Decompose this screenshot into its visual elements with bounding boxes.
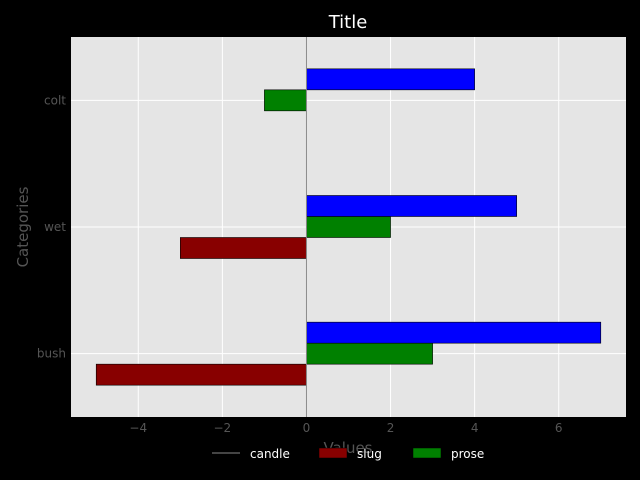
- bar-prose-bush: [306, 342, 433, 365]
- bar-prose-wet: [306, 216, 391, 238]
- y-tick-label: wet: [44, 220, 66, 234]
- y-tick-label: bush: [37, 347, 66, 361]
- bars: [95, 68, 602, 386]
- bar-series3-wet: [306, 195, 517, 217]
- legend-label-candle: candle: [250, 447, 290, 461]
- x-tick-label: 0: [303, 421, 311, 435]
- bar-series3-colt: [306, 68, 475, 91]
- x-tick-label: 2: [387, 421, 395, 435]
- legend: candle slug prose: [212, 447, 484, 461]
- bar-slug-bush: [95, 363, 307, 386]
- x-tick-label: 6: [555, 421, 563, 435]
- legend-label-prose: prose: [451, 447, 484, 461]
- x-tick-label: −4: [129, 421, 147, 435]
- x-tick-label: 4: [471, 421, 479, 435]
- chart-title: Title: [328, 12, 368, 33]
- legend-label-slug: slug: [357, 447, 382, 461]
- x-tick-labels: −4 −2 0 2 4 6: [129, 421, 562, 435]
- y-axis-label: Categories: [14, 186, 32, 267]
- x-tick-label: −2: [214, 421, 232, 435]
- bar-series3-bush: [306, 321, 602, 344]
- legend-swatch-prose: [412, 447, 442, 459]
- y-tick-labels: bush wet colt: [37, 93, 66, 360]
- bar-slug-wet: [180, 237, 307, 259]
- bar-prose-colt: [264, 89, 307, 112]
- y-tick-label: colt: [44, 93, 66, 107]
- legend-swatch-slug: [318, 447, 348, 459]
